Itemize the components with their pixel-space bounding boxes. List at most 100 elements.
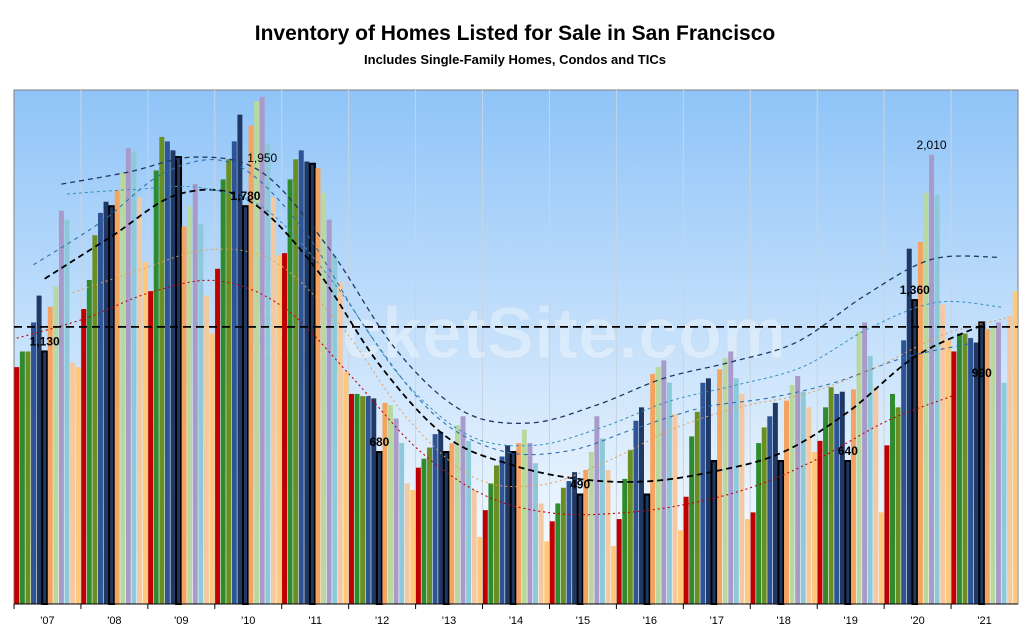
bar-21-m8	[990, 326, 996, 604]
bar-18-m5	[772, 402, 778, 604]
bar-19-m4	[834, 393, 840, 604]
chart-title: Inventory of Homes Listed for Sale in Sa…	[254, 22, 776, 45]
bar-12-m9	[393, 418, 399, 604]
bar-08-m1	[81, 309, 87, 604]
bar-21-m3	[962, 333, 968, 604]
trend-line-m10	[66, 185, 1005, 447]
bar-13-m4	[432, 434, 438, 604]
bar-13-m12	[477, 536, 483, 604]
bar-07-m4	[31, 322, 37, 604]
bar-16-m4	[633, 420, 639, 604]
bar-10-m1	[215, 268, 221, 604]
bar-19-m12	[878, 512, 884, 604]
bar-14-m4	[499, 456, 505, 604]
bar-21-m9	[995, 322, 1001, 604]
bar-12-m11	[404, 483, 410, 604]
bar-12-m6	[375, 451, 383, 605]
trend-line-m6	[44, 188, 983, 483]
bar-16-m11	[672, 414, 678, 604]
bar-09-m3	[159, 136, 165, 605]
trend-line-m1	[16, 279, 955, 516]
bar-11-m1	[282, 253, 288, 604]
data-label: 640	[838, 444, 858, 458]
bar-17-m7	[717, 369, 723, 604]
bar-19-m7	[850, 389, 856, 604]
bar-08-m3	[92, 235, 98, 604]
bar-13-m8	[454, 425, 460, 604]
bar-18-m10	[800, 391, 806, 604]
bar-09-m6	[175, 156, 183, 605]
bar-16-m6	[643, 493, 651, 606]
bar-16-m9	[661, 360, 667, 604]
bar-15-m6	[576, 493, 584, 606]
bar-14-m11	[538, 503, 544, 604]
bar-18-m8	[789, 384, 795, 604]
bar-15-m2	[555, 503, 561, 604]
bar-14-m9	[527, 443, 533, 604]
bar-19-m2	[823, 407, 829, 604]
bar-09-m7	[181, 226, 187, 605]
bar-17-m8	[722, 358, 728, 604]
bar-14-m7	[516, 443, 522, 604]
bar-09-m12	[209, 333, 215, 604]
bar-09-m1	[148, 291, 154, 604]
bar-20-m7	[917, 241, 923, 604]
bar-19-m6	[844, 459, 852, 605]
x-tick-label: '14	[509, 615, 523, 627]
bar-11-m8	[321, 192, 327, 605]
bar-19-m10	[867, 355, 873, 604]
bar-14-m8	[521, 429, 527, 604]
bar-11-m6	[308, 162, 316, 605]
bar-09-m9	[192, 183, 198, 604]
bar-09-m2	[153, 170, 159, 604]
bar-07-m7	[47, 306, 53, 604]
x-tick-label: '09	[174, 615, 188, 627]
bar-12-m8	[388, 405, 393, 604]
bar-20-m1	[884, 445, 890, 604]
bar-13-m1	[415, 467, 421, 604]
data-label: 2,010	[917, 138, 947, 152]
bar-11-m5	[304, 161, 310, 604]
bar-17-m11	[739, 393, 745, 604]
bar-17-m3	[694, 411, 700, 604]
bar-20-m6	[911, 299, 919, 605]
bar-17-m9	[728, 351, 734, 604]
bar-15-m4	[566, 481, 572, 604]
bar-10-m10	[265, 143, 271, 605]
bar-07-m11	[70, 362, 76, 604]
year-gridlines	[80, 90, 952, 604]
bar-12-m7	[382, 402, 388, 604]
bar-07-m1	[14, 367, 20, 604]
bar-13-m11	[471, 490, 477, 604]
chart-subtitle: Includes Single-Family Homes, Condos and…	[364, 52, 666, 67]
bar-20-m2	[890, 393, 895, 604]
bar-18-m12	[811, 452, 817, 604]
bar-21-m5	[973, 342, 979, 604]
bar-18-m9	[795, 376, 801, 604]
bar-15-m12	[611, 545, 617, 604]
bar-21-m11	[1007, 315, 1013, 604]
bar-15-m10	[599, 438, 605, 604]
data-label: 1,130	[30, 334, 60, 348]
bar-20-m3	[895, 407, 901, 604]
bar-10-m11	[270, 197, 276, 604]
bar-08-m12	[142, 262, 148, 604]
bar-08-m11	[137, 197, 142, 604]
x-tick-label: '21	[977, 615, 991, 627]
bar-14-m5	[505, 445, 511, 604]
bar-19-m9	[862, 322, 868, 604]
data-labels: 1,130 1,780 1,950 680 490 640 1,360 2,010 990	[30, 138, 992, 492]
bar-16-m3	[627, 449, 633, 604]
bar-07-m5	[36, 295, 42, 604]
x-tick-label: '07	[40, 615, 54, 627]
bar-18-m6	[777, 459, 785, 605]
bar-19-m1	[817, 440, 823, 604]
data-label: 680	[369, 435, 389, 449]
bar-17-m10	[733, 378, 739, 604]
bar-08-m8	[120, 172, 126, 604]
bar-17-m4	[700, 382, 706, 604]
bar-16-m8	[655, 367, 661, 604]
bar-17-m12	[744, 519, 750, 604]
bar-15-m7	[583, 469, 589, 604]
bar-21-m12	[1012, 291, 1018, 604]
